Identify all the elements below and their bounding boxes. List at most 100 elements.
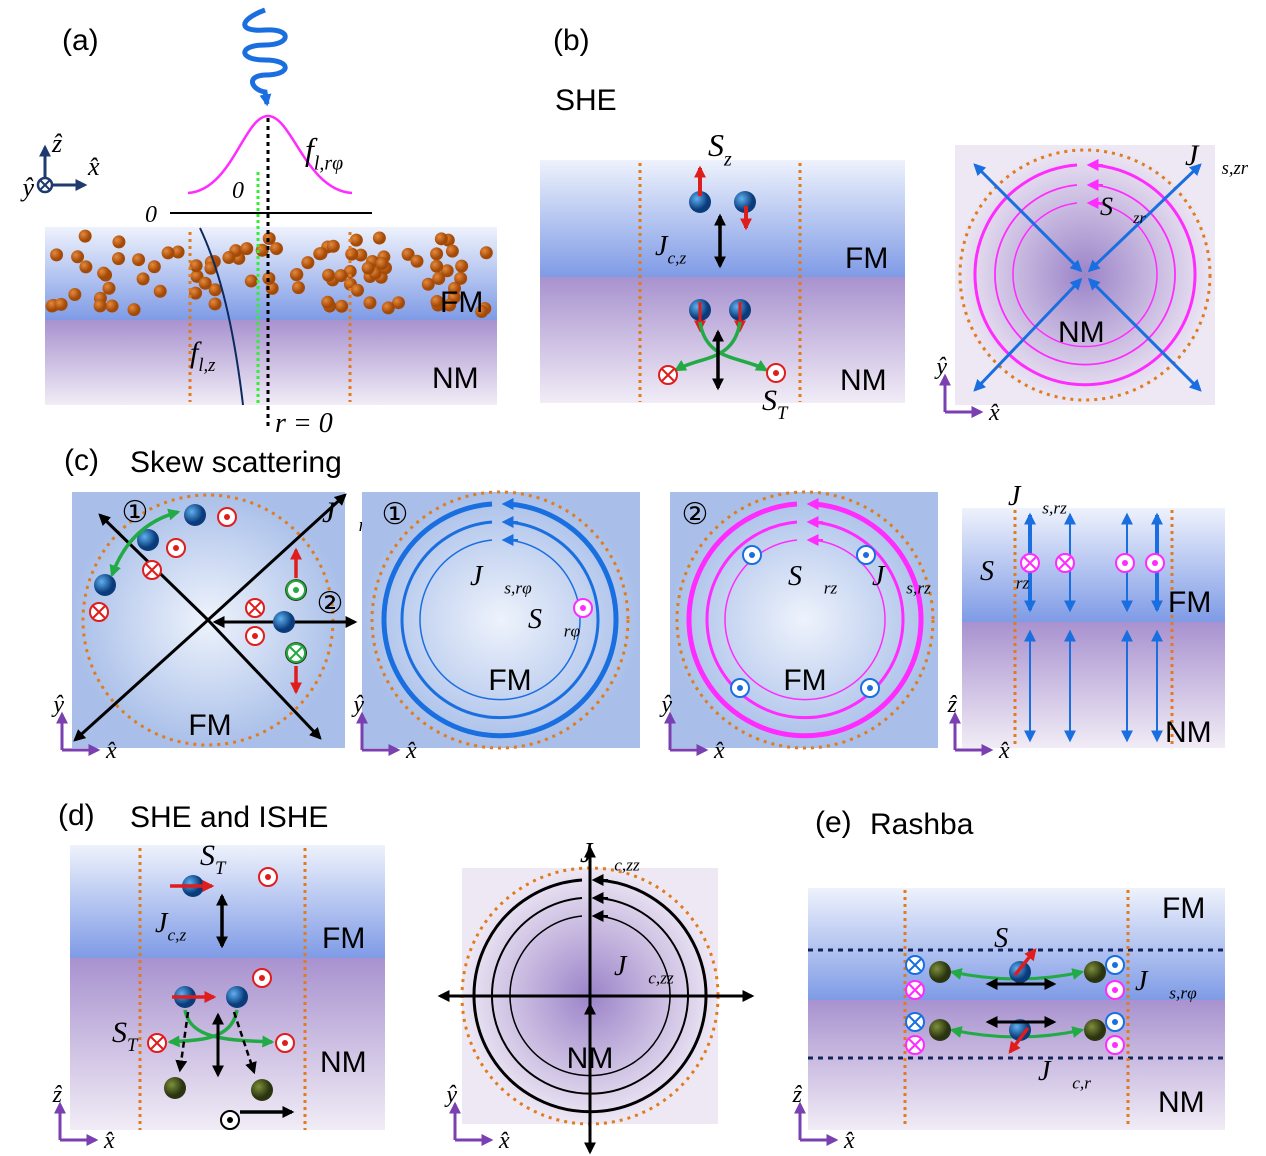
particle [106, 300, 119, 313]
s-t-label-base: S [762, 384, 777, 417]
particle [97, 267, 110, 280]
axis-label-x: x̂ [713, 738, 725, 764]
particle [345, 248, 358, 261]
axis-label-x: x̂ [498, 1128, 510, 1154]
nm-label: NM [432, 362, 479, 395]
s-label-sub: rz [1016, 573, 1030, 592]
figure: (a)ẑx̂ŷfl,rφ00fl,zr = 0FMNM(b)SHESzJc,zS… [0, 0, 1266, 1156]
particle [334, 269, 347, 282]
particle [128, 303, 141, 316]
panel-label: (c) [64, 444, 99, 477]
particle [322, 269, 335, 282]
axis-label-y: ŷ [351, 692, 364, 718]
particle [335, 300, 348, 313]
j-srphi-label-base: J⃗ [1135, 966, 1169, 997]
axis-label-x: x̂ [87, 152, 100, 181]
j-label-sub: s,rφ [504, 578, 532, 597]
axis-label-x: x̂ [998, 738, 1010, 764]
axis-label-y: ŷ [51, 692, 64, 718]
nm-layer [45, 320, 497, 405]
s-label-sub: rφ [564, 621, 581, 640]
fm-label: FM [845, 242, 888, 275]
nm-label: NM [1158, 1086, 1205, 1119]
fm-label: FM [188, 709, 231, 742]
nm-label: NM [840, 364, 887, 397]
s-label-base: S⃗ [528, 604, 564, 635]
axis-label-x: x̂ [405, 738, 417, 764]
particle [190, 259, 203, 272]
particle [240, 242, 253, 255]
page: (a)ẑx̂ŷfl,rφ00fl,zr = 0FMNM(b)SHESzJc,zS… [0, 0, 1266, 1156]
fm-label: FM [488, 664, 531, 697]
panel-label: (e) [815, 806, 852, 839]
f-rphi-label-sub: l,rφ [314, 153, 343, 175]
j-label-sub: s,rz [1042, 498, 1067, 517]
particle [290, 268, 303, 281]
particle [435, 232, 448, 245]
j-cr-label-sub: c,r [1072, 1073, 1091, 1092]
particle [351, 284, 364, 297]
axis-label-y: ŷ [659, 692, 672, 718]
spin-out-dot [265, 874, 271, 880]
j-label: J⃗s,rz [1008, 481, 1067, 517]
zero-label: 0 [232, 178, 244, 204]
particle [162, 246, 175, 259]
fm-label: FM [1168, 586, 1211, 619]
nm-label: NM [320, 1046, 367, 1079]
spin-out-dot [863, 552, 869, 558]
particle [432, 272, 445, 285]
spin-out-dot [1122, 560, 1128, 566]
particle [430, 260, 443, 273]
spin-out-dot [252, 633, 258, 639]
spin-out-dot [1152, 560, 1158, 566]
particle [376, 257, 389, 270]
s-label-base: S⃗ [980, 556, 1016, 587]
particle [209, 297, 222, 310]
particle [79, 230, 92, 243]
s-label: S⃗ [994, 923, 1030, 954]
axis-label-x: x̂ [105, 738, 117, 764]
particle [350, 234, 363, 247]
axis-label-x: x̂ [843, 1128, 855, 1154]
spin-ball [929, 1019, 951, 1041]
particle [55, 298, 68, 311]
j-srphi-label-sub: s,rφ [1169, 983, 1197, 1002]
path-marker: ② [682, 498, 709, 531]
panel-label: (a) [62, 24, 99, 57]
r-zero-label: r = 0 [275, 408, 333, 439]
axis-label-y: ŷ [444, 1082, 457, 1108]
axis-label-y: ŷ [934, 354, 947, 380]
s-label-base: S⃗ [788, 561, 824, 592]
particle [245, 275, 258, 288]
particle [112, 235, 125, 248]
panel-label: (b) [553, 24, 590, 57]
j-label-base: J⃗ [872, 561, 906, 592]
path-marker: ① [122, 496, 149, 529]
fm-label: FM [1162, 892, 1205, 925]
spin-ball [251, 1079, 273, 1101]
j-cz-label-sub: c,z [667, 248, 686, 267]
j-czz-label: J⃗c,zz [580, 838, 640, 874]
path-marker: ② [317, 587, 344, 620]
spin-ball [184, 504, 206, 526]
s-t-label-base: S [112, 1016, 127, 1049]
fm-label: FM [440, 286, 483, 319]
particle [327, 240, 340, 253]
panel-title: SHE [555, 84, 617, 117]
f-z-label-sub: l,z [198, 355, 215, 376]
axis-label-z: ẑ [51, 129, 63, 158]
j-czz-label-sub: c,zz [614, 855, 640, 874]
s-z-label-sub: z [723, 149, 732, 171]
particle [132, 253, 145, 266]
spin-out-dot [580, 605, 586, 611]
axis-label-z: ẑ [947, 692, 958, 718]
s-t-label-sub: T [215, 858, 227, 879]
j-szr-label-sub: s,zr [1222, 158, 1249, 179]
spin-out-dot [282, 1040, 288, 1046]
spin-out-dot [1112, 962, 1118, 968]
particle [454, 272, 467, 285]
nm-label: NM [1058, 316, 1105, 349]
panel-title: SHE and ISHE [130, 801, 328, 834]
particle [199, 277, 212, 290]
spin-ball [1009, 961, 1031, 983]
